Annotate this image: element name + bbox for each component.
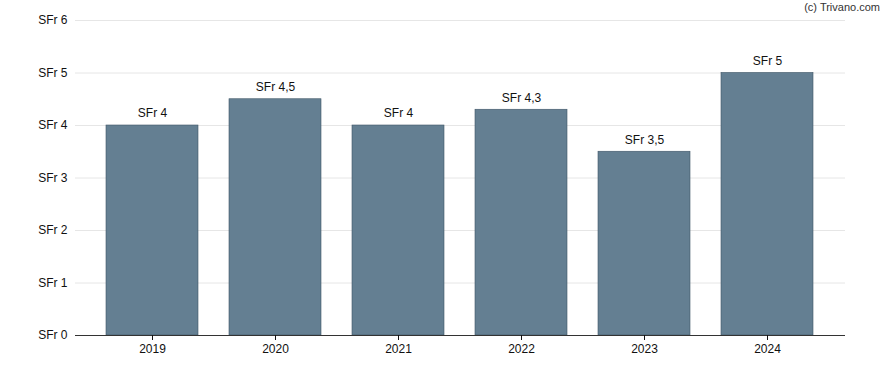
svg-text:2024: 2024: [754, 342, 781, 356]
svg-text:SFr 5: SFr 5: [38, 66, 68, 80]
svg-text:SFr 4: SFr 4: [138, 106, 168, 120]
svg-text:SFr 3: SFr 3: [38, 171, 68, 185]
svg-text:SFr 4: SFr 4: [384, 106, 414, 120]
svg-text:SFr 1: SFr 1: [38, 276, 68, 290]
html-text:(c) Trivano.com: (c) Trivano.com: [804, 1, 880, 13]
svg-text:SFr 6: SFr 6: [38, 13, 68, 27]
svg-text:SFr 4: SFr 4: [38, 118, 68, 132]
svg-text:2022: 2022: [508, 342, 535, 356]
svg-text:SFr 4,5: SFr 4,5: [256, 80, 296, 94]
svg-text:2019: 2019: [139, 342, 166, 356]
svg-text:SFr 4,3: SFr 4,3: [502, 91, 542, 105]
svg-text:SFr 0: SFr 0: [38, 328, 68, 342]
svg-text:SFr 3,5: SFr 3,5: [625, 133, 665, 147]
svg-text:2021: 2021: [385, 342, 412, 356]
svg-text:2023: 2023: [631, 342, 658, 356]
svg-text:SFr 5: SFr 5: [753, 54, 783, 68]
svg-text:2020: 2020: [262, 342, 289, 356]
svg-text:SFr 2: SFr 2: [38, 223, 68, 237]
